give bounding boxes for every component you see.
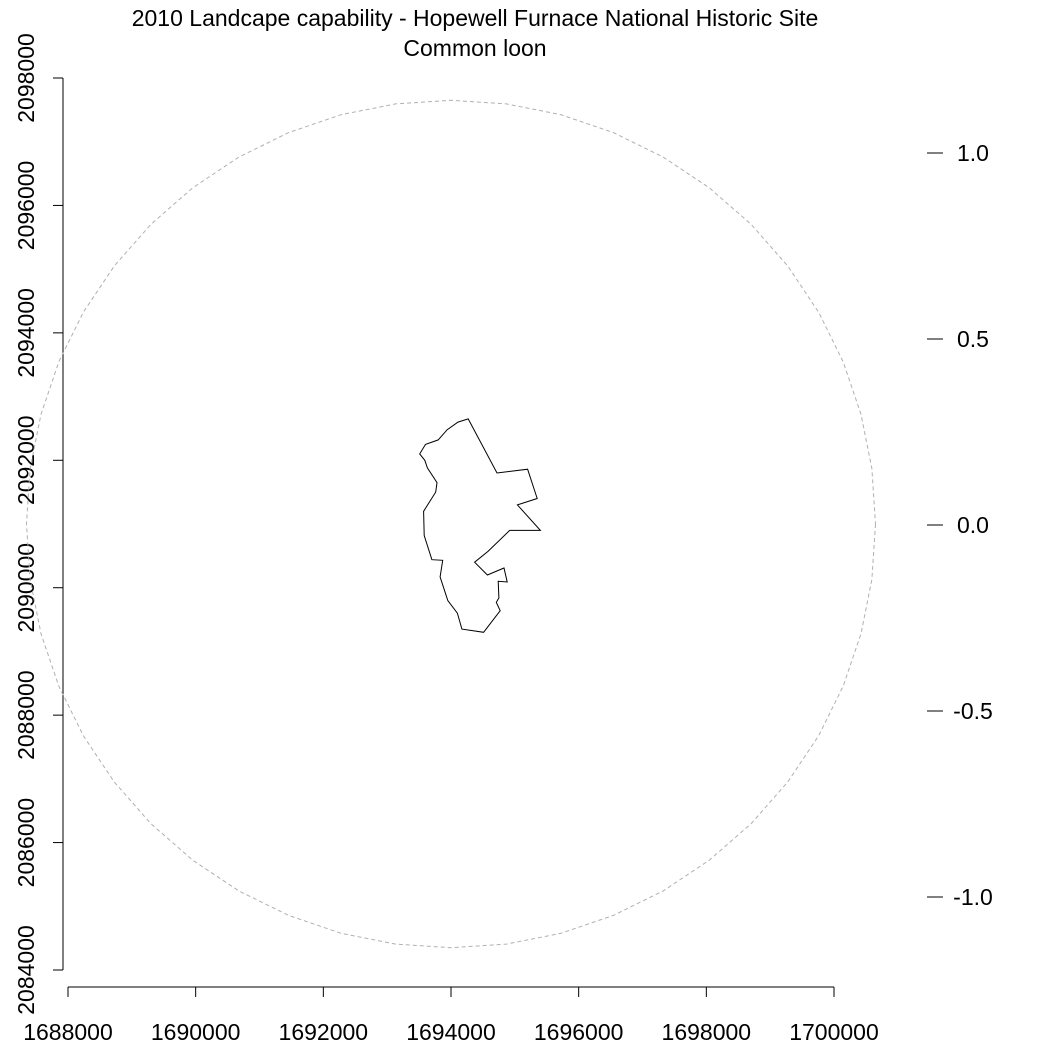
legend-tick-label: -0.5 — [953, 698, 993, 724]
y-tick-label: 2088000 — [13, 670, 39, 760]
plot-area — [25, 99, 877, 949]
park-boundary — [419, 418, 542, 633]
legend-tick-label: -1.0 — [953, 884, 993, 910]
x-tick-label: 1696000 — [534, 1019, 624, 1045]
x-tick-label: 1688000 — [23, 1019, 113, 1045]
y-tick-label: 2084000 — [13, 925, 39, 1015]
x-tick-label: 1692000 — [279, 1019, 369, 1045]
buffer-circle — [25, 99, 877, 949]
chart-title: 2010 Landcape capability - Hopewell Furn… — [132, 5, 819, 31]
legend-tick-label: 1.0 — [957, 140, 989, 166]
legend-tick-label: 0.5 — [957, 326, 989, 352]
y-tick-label: 2094000 — [13, 288, 39, 378]
legend-scale: 1.0 0.5 0.0 -0.5 -1.0 — [927, 140, 993, 910]
x-tick-label: 1700000 — [789, 1019, 879, 1045]
x-tick-label: 1698000 — [662, 1019, 752, 1045]
y-axis: 2084000 2086000 2088000 2090000 2092000 20940… — [13, 33, 64, 1015]
y-tick-label: 2098000 — [13, 33, 39, 123]
x-tick-label: 1694000 — [406, 1019, 496, 1045]
x-axis: 1688000 1690000 1692000 1694000 1696000 16980… — [23, 986, 879, 1045]
y-tick-label: 2090000 — [13, 543, 39, 633]
legend-tick-label: 0.0 — [957, 512, 989, 538]
y-tick-label: 2096000 — [13, 161, 39, 251]
y-tick-label: 2092000 — [13, 416, 39, 506]
x-tick-label: 1690000 — [151, 1019, 241, 1045]
y-tick-label: 2086000 — [13, 798, 39, 888]
chart-subtitle: Common loon — [403, 35, 546, 61]
